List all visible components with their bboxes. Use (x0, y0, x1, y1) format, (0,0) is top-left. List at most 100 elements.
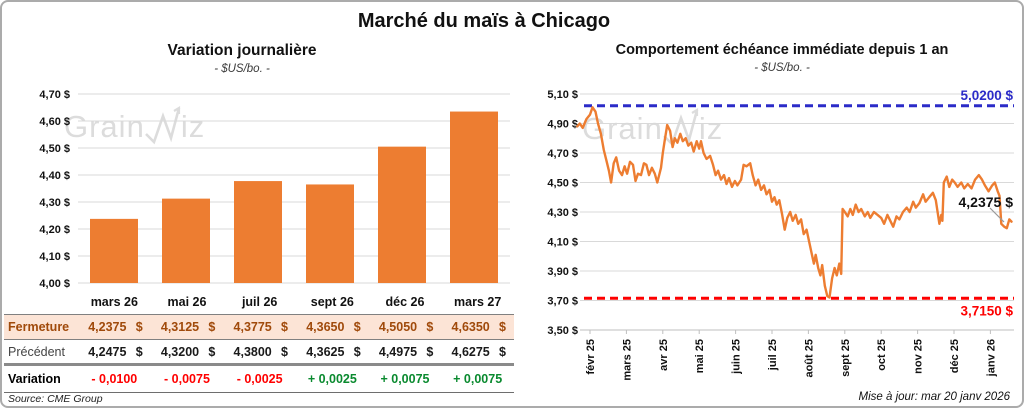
y-tick-label: 4,50 $ (39, 143, 70, 155)
page-title: Marché du maïs à Chicago (357, 10, 611, 32)
y-tick-label: 4,10 $ (547, 237, 578, 249)
watermark-text-right: iz (698, 111, 724, 146)
y-tick-label: 3,70 $ (547, 296, 578, 308)
month-header: juil 26 (241, 295, 278, 309)
updated-note: Mise à jour: mar 20 janv 2026 (858, 391, 1011, 403)
table-row-fermeture: Fermeture 4,2375 $ 4,3125 $ 4,3775 $ 4,3650 $ 4,5… (4, 314, 514, 340)
source-note: Source: CME Group (8, 393, 103, 405)
currency-symbol: $ (499, 344, 506, 359)
currency-symbol: $ (208, 320, 216, 334)
precedent-value: 4,6275 $ (451, 344, 506, 359)
grainwiz-watermark: Grain iz (582, 106, 723, 152)
variation-value: - 0,0100 (91, 372, 138, 386)
y-tick-label: 3,50 $ (547, 325, 578, 337)
bar-chart-title: Variation journalière (167, 42, 317, 59)
y-tick-label: 4,60 $ (39, 116, 70, 128)
last-price-label: 4,2375 $ (959, 194, 1014, 210)
precedent-value: 4,4975 $ (378, 344, 434, 359)
row-label-variation: Variation (8, 372, 61, 386)
currency-symbol: $ (353, 344, 361, 359)
watermark-arrow-icon (662, 108, 699, 147)
bar-mars-26 (90, 218, 138, 283)
currency-symbol: $ (281, 320, 288, 334)
watermark-arrow-icon (144, 106, 181, 145)
row-label-fermeture: Fermeture (8, 320, 70, 334)
y-tick-label: 4,10 $ (39, 251, 70, 263)
variation-value: + 0,0025 (307, 372, 357, 386)
y-tick-label: 4,90 $ (547, 119, 578, 131)
x-tick-label: nov 25 (913, 339, 925, 374)
month-header: mars 26 (90, 295, 138, 309)
month-header: sept 26 (310, 295, 354, 309)
price-table: mars 26 mai 26 juil 26 sept 26 déc 26 mars 27… (4, 290, 514, 393)
precedent-value: 4,3625 $ (306, 344, 361, 359)
table-header-row: mars 26 mai 26 juil 26 sept 26 déc 26 mars 27 (4, 290, 514, 314)
bar-mars-27 (450, 111, 498, 283)
row-label-precedent: Précédent (8, 344, 65, 359)
currency-symbol: $ (208, 344, 216, 359)
grainwiz-watermark: Grain iz (64, 104, 205, 150)
fermeture-value: 4,3650 $ (306, 320, 361, 334)
currency-symbol: $ (499, 320, 506, 334)
month-header: mai 26 (167, 295, 207, 309)
x-tick-label: juin 25 (731, 339, 743, 375)
bar-déc-26 (378, 146, 426, 283)
price-line (576, 106, 1013, 299)
bar-chart-subtitle: - $US/bo. - (214, 63, 270, 75)
currency-symbol: $ (135, 320, 143, 334)
fermeture-value: 4,6350 $ (451, 320, 506, 334)
variation-value: - 0,0075 (164, 372, 210, 386)
month-header: déc 26 (385, 295, 425, 309)
x-tick-label: déc 25 (949, 339, 961, 373)
end-label-leader (989, 207, 1005, 223)
x-tick-label: juil 25 (767, 339, 779, 371)
variation-value: + 0,0075 (453, 372, 503, 386)
line-chart-subtitle: - $US/bo. - (754, 62, 810, 74)
y-tick-label: 4,70 $ (39, 89, 70, 101)
x-tick-label: févr 25 (585, 339, 597, 374)
x-tick-label: janv 26 (985, 339, 997, 377)
bar-sept-26 (306, 184, 354, 283)
y-tick-label: 4,50 $ (547, 178, 578, 190)
watermark-text-left: Grain (582, 111, 663, 146)
month-header: mars 27 (454, 295, 502, 309)
precedent-value: 4,2475 $ (88, 344, 143, 359)
line-chart-title: Comportement échéance immédiate depuis 1… (615, 42, 949, 58)
x-tick-label: mai 25 (694, 339, 706, 373)
precedent-value: 4,3800 $ (233, 344, 288, 359)
currency-symbol: $ (281, 344, 288, 359)
table-row-precedent: Précédent 4,2475 $ 4,3200 $ 4,3800 $ 4,3625 $ 4,4… (4, 340, 514, 366)
x-tick-label: août 25 (803, 339, 815, 378)
x-tick-label: mars 25 (621, 339, 633, 381)
fermeture-value: 4,5050 $ (378, 320, 434, 334)
variation-value: + 0,0075 (380, 372, 430, 386)
y-tick-label: 4,30 $ (547, 207, 578, 219)
watermark-text-right: iz (180, 109, 206, 144)
x-tick-label: sept 25 (840, 339, 852, 377)
y-tick-label: 4,30 $ (39, 197, 70, 209)
bar-chart: 4,00 $ 4,10 $ 4,20 $ 4,30 $ 4,40 $ 4,50 $ 4,60… (39, 89, 510, 290)
y-tick-label: 4,70 $ (547, 148, 578, 160)
line-chart: 3,50 $ 3,70 $ 3,90 $ 4,10 $ 4,30 $ 4,50 $ 4,70… (547, 88, 1014, 381)
y-tick-label: 3,90 $ (547, 266, 578, 278)
x-tick-label: oct 25 (876, 339, 888, 371)
fermeture-value: 4,2375 $ (88, 320, 143, 334)
variation-value: - 0,0025 (236, 372, 283, 386)
y-tick-label: 5,10 $ (547, 89, 578, 101)
table-row-variation: Variation - 0,0100 - 0,0075 - 0,0025 + 0,002… (4, 366, 514, 393)
support-line-label: 3,7150 $ (960, 303, 1013, 318)
watermark-text-left: Grain (64, 109, 145, 144)
currency-symbol: $ (426, 320, 434, 334)
y-tick-label: 4,00 $ (39, 278, 70, 290)
resistance-line-label: 5,0200 $ (960, 88, 1013, 103)
precedent-value: 4,3200 $ (160, 344, 216, 359)
currency-symbol: $ (426, 344, 434, 359)
bar-mai-26 (162, 198, 210, 283)
y-tick-label: 4,40 $ (39, 170, 70, 182)
fermeture-value: 4,3125 $ (160, 320, 216, 334)
currency-symbol: $ (135, 344, 143, 359)
x-tick-label: avr 25 (658, 339, 670, 371)
fermeture-value: 4,3775 $ (233, 320, 288, 334)
y-tick-label: 4,20 $ (39, 224, 70, 236)
